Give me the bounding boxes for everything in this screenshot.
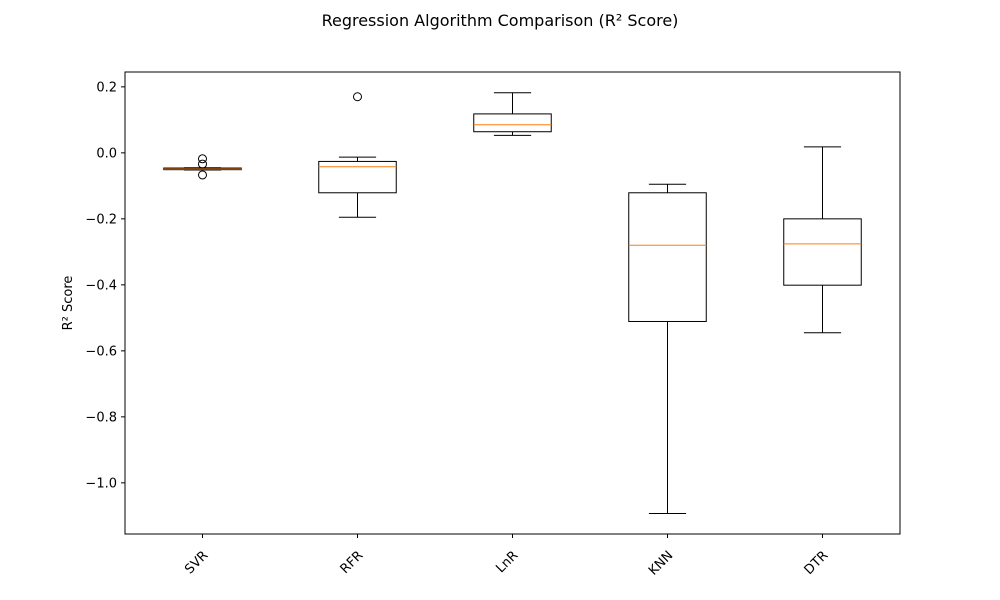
y-tick-label: 0.2: [96, 80, 117, 95]
flier-point: [198, 154, 207, 164]
y-tick-label: 0.0: [96, 146, 117, 161]
box-rfr: [318, 160, 397, 194]
plot-frame: [124, 71, 901, 535]
y-tick-label: −0.2: [85, 212, 117, 227]
flier-point: [198, 159, 207, 169]
x-tick-label: SVR: [182, 548, 211, 577]
x-tick-label: DTR: [802, 548, 832, 578]
chart-title: Regression Algorithm Comparison (R² Scor…: [322, 11, 679, 30]
y-axis-label: R² Score: [61, 276, 76, 331]
y-tick-label: −1.0: [85, 476, 117, 491]
x-tick-label: LnR: [493, 548, 521, 576]
plot-area: 0.2 0.0 −0.2 −0.4 −0.6 −0.8 −1.0 SVR RFR LnR KNN DT…: [85, 71, 901, 579]
box-knn: [628, 192, 707, 322]
flier-point: [353, 92, 362, 102]
y-tick-label: −0.8: [85, 410, 117, 425]
box-dtr: [783, 218, 862, 286]
box-lnr: [473, 113, 552, 133]
y-tick-label: −0.4: [85, 278, 117, 293]
y-tick-label: −0.6: [85, 344, 117, 359]
x-tick-label: RFR: [338, 548, 367, 577]
x-tick-label: KNN: [646, 548, 676, 578]
flier-point: [198, 170, 207, 180]
